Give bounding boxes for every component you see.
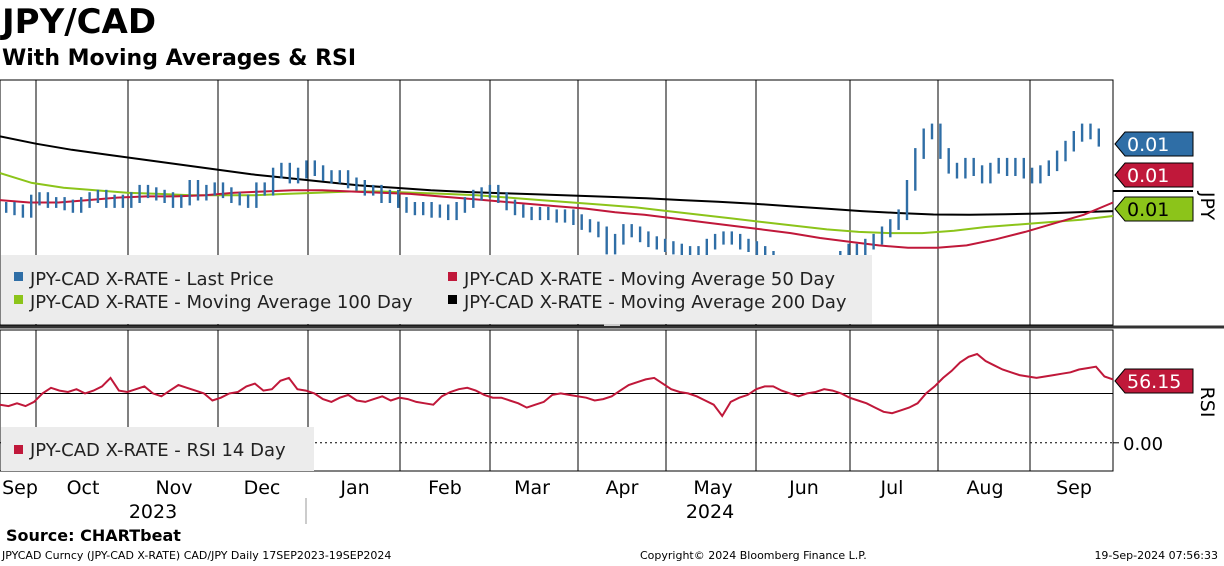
x-year-label: 2024	[686, 501, 734, 523]
panel-separator	[0, 325, 1224, 329]
rsi-tick-label: 0.00	[1123, 434, 1163, 455]
ma50-tag-box	[1114, 162, 1194, 188]
ticker-line: JPYCAD Curncy (JPY-CAD X-RATE) CAD/JPY D…	[2, 549, 392, 562]
rsi-last-tag-box	[1114, 368, 1194, 394]
x-tick-label: Jun	[788, 477, 819, 499]
x-tick-label: Jan	[339, 477, 369, 499]
last-price-tag-box	[1114, 131, 1194, 157]
ma100-tag-box	[1114, 196, 1194, 222]
last-price-tag: 0.01	[1127, 134, 1169, 156]
rsi-axis-label: RSI	[1196, 387, 1218, 418]
x-tick-label: Oct	[67, 477, 100, 499]
x-tick-label: Dec	[244, 477, 281, 499]
legend-entry: JPY-CAD X-RATE - RSI 14 Day	[29, 440, 286, 461]
copyright-notice: Copyright© 2024 Bloomberg Finance L.P.	[640, 549, 867, 562]
x-tick-label: Nov	[155, 477, 192, 499]
legend-entry: JPY-CAD X-RATE - Moving Average 200 Day	[463, 292, 847, 313]
ma50-tag: 0.01	[1127, 165, 1169, 187]
chart-canvas: 0.01 0.01 0.01 56.15 JPY RSI 0.00 JPY-CAD X-RAT…	[0, 79, 1224, 524]
legend-entry: JPY-CAD X-RATE - Last Price	[29, 269, 274, 290]
x-tick-label: Feb	[428, 477, 462, 499]
legend-swatch	[14, 272, 23, 281]
x-year-label: 2023	[129, 501, 177, 523]
rsi-legend	[1, 427, 314, 471]
ma100-line	[0, 172, 1114, 235]
x-tick-label: Jul	[880, 477, 904, 499]
ma200-line	[0, 135, 1114, 216]
legend-swatch	[448, 295, 457, 304]
legend-entry: JPY-CAD X-RATE - Moving Average 50 Day	[463, 269, 835, 290]
x-tick-label: May	[693, 477, 732, 499]
x-tick-label: Apr	[606, 477, 639, 499]
x-tick-label: Aug	[966, 477, 1003, 499]
panel-splitter-handle	[604, 324, 620, 326]
price-legend	[1, 255, 872, 324]
rsi-line	[0, 352, 1114, 418]
price-axis-label: JPY	[1196, 191, 1218, 221]
ma50-line	[0, 189, 1114, 249]
source-label: Source: CHARTbeat	[6, 526, 181, 545]
x-tick-label: Mar	[514, 477, 550, 499]
rsi-last-tag: 56.15	[1127, 371, 1181, 393]
legend-entry: JPY-CAD X-RATE - Moving Average 100 Day	[29, 292, 413, 313]
chart-title: JPY/CAD	[2, 2, 157, 42]
legend-swatch	[14, 445, 23, 454]
chart-subtitle: With Moving Averages & RSI	[2, 46, 357, 71]
x-tick-label: Sep	[2, 477, 38, 499]
legend-swatch	[448, 272, 457, 281]
ma100-tag: 0.01	[1127, 199, 1169, 221]
legend-swatch	[14, 295, 23, 304]
x-tick-label: Sep	[1056, 477, 1092, 499]
timestamp: 19-Sep-2024 07:56:33	[1094, 549, 1218, 562]
